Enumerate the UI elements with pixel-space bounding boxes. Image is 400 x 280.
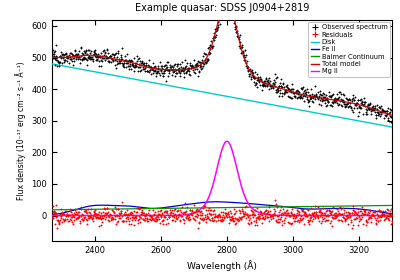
X-axis label: Wavelength (Å): Wavelength (Å) [187, 260, 257, 271]
Title: Example quasar: SDSS J0904+2819: Example quasar: SDSS J0904+2819 [135, 3, 309, 13]
Legend: Observed spectrum, Residuals, Disk, Fe II, Balmer Continuum, Total model, Mg II: Observed spectrum, Residuals, Disk, Fe I… [308, 22, 390, 77]
Y-axis label: Flux density (10⁻¹⁷ erg cm⁻² s⁻¹ Å⁻¹): Flux density (10⁻¹⁷ erg cm⁻² s⁻¹ Å⁻¹) [15, 61, 26, 200]
